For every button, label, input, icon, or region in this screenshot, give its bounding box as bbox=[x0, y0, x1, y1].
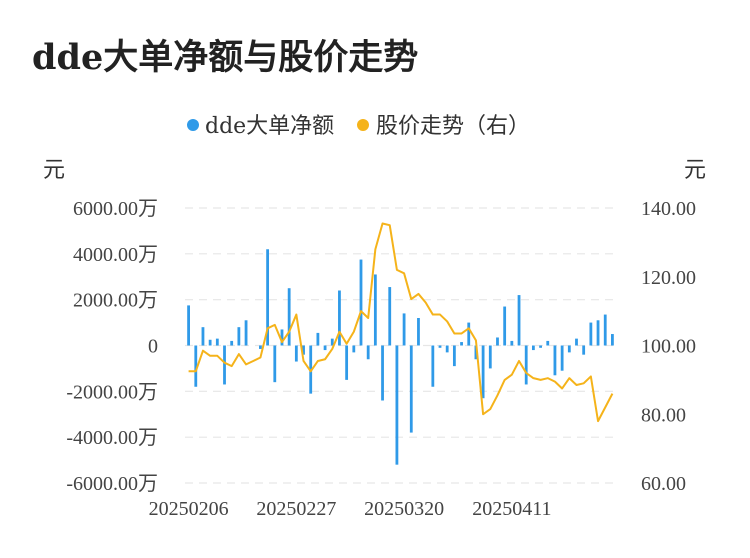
dde-bar bbox=[352, 345, 356, 353]
dde-bar bbox=[373, 274, 377, 346]
right-tick-label: 120.00 bbox=[641, 267, 696, 289]
dde-bar bbox=[215, 338, 219, 346]
dde-bar bbox=[417, 318, 420, 346]
dde-bar bbox=[445, 345, 449, 353]
right-tick-label: 80.00 bbox=[641, 404, 686, 426]
dde-bar bbox=[323, 345, 327, 351]
dde-bar bbox=[452, 345, 456, 367]
legend-dot-dde bbox=[187, 119, 199, 131]
dde-bar bbox=[488, 345, 492, 369]
dde-bar bbox=[208, 339, 212, 346]
dde-bar bbox=[259, 345, 262, 349]
x-tick-label: 20250227 bbox=[256, 498, 336, 520]
dde-bar bbox=[460, 342, 463, 346]
dde-bar bbox=[402, 313, 406, 346]
legend-item-dde[interactable]: dde大单净额 bbox=[187, 114, 334, 139]
legend-item-price[interactable]: 股价走势（右） bbox=[357, 114, 530, 139]
dde-bar bbox=[395, 345, 399, 465]
dde-bar bbox=[409, 345, 413, 433]
dde-bar bbox=[546, 340, 550, 346]
dde-bar bbox=[503, 306, 507, 346]
dde-bar bbox=[237, 327, 241, 346]
left-axis-ticks: 6000.00万 4000.00万 2000.00万 0 -2000.00万 -4000.… bbox=[66, 198, 158, 495]
dde-bar bbox=[431, 345, 435, 387]
dde-bar bbox=[338, 290, 341, 346]
dde-bar bbox=[539, 345, 542, 348]
dde-bar bbox=[330, 338, 334, 346]
dde-bar bbox=[381, 345, 384, 401]
right-tick-label: 60.00 bbox=[641, 473, 686, 495]
right-tick-label: 140.00 bbox=[641, 198, 696, 220]
dde-bar bbox=[266, 249, 270, 346]
dde-bar bbox=[316, 332, 320, 346]
left-tick-label: 6000.00万 bbox=[73, 198, 158, 220]
left-tick-label: -6000.00万 bbox=[66, 473, 158, 495]
left-tick-label: 2000.00万 bbox=[73, 290, 158, 312]
dde-bar bbox=[596, 320, 600, 346]
x-tick-label: 20250206 bbox=[149, 498, 229, 520]
dde-bars bbox=[187, 249, 614, 465]
dde-bar bbox=[359, 259, 363, 346]
grid-lines bbox=[185, 207, 616, 484]
dde-bar bbox=[366, 345, 370, 360]
price-line bbox=[188, 222, 614, 423]
dde-bar bbox=[589, 322, 593, 346]
left-axis-unit: 元 bbox=[43, 158, 65, 183]
x-tick-label: 20250411 bbox=[472, 498, 551, 520]
dde-bar bbox=[517, 295, 521, 346]
x-axis-ticks: 20250206 20250227 20250320 20250411 bbox=[149, 498, 552, 520]
dde-bar bbox=[611, 334, 614, 346]
right-axis-ticks: 140.00 120.00 100.00 80.00 60.00 bbox=[641, 198, 696, 495]
dde-bar bbox=[481, 345, 485, 399]
dde-bar bbox=[531, 345, 535, 351]
dde-bar bbox=[567, 345, 571, 353]
dde-bar bbox=[223, 345, 226, 385]
left-tick-label: -2000.00万 bbox=[66, 381, 158, 403]
dde-bar bbox=[496, 337, 499, 346]
legend-label-price: 股价走势（右） bbox=[376, 114, 530, 139]
dde-bar bbox=[474, 345, 478, 360]
dde-bar bbox=[302, 345, 305, 355]
dde-bar bbox=[560, 345, 564, 371]
right-axis-unit: 元 bbox=[684, 158, 706, 183]
legend: dde大单净额 股价走势（右） bbox=[187, 114, 530, 139]
dde-bar bbox=[244, 320, 248, 346]
dde-bar bbox=[524, 345, 528, 385]
dde-bar bbox=[294, 345, 298, 362]
dde-bar bbox=[603, 314, 607, 346]
legend-label-dde: dde大单净额 bbox=[205, 114, 334, 139]
dde-bar bbox=[582, 345, 586, 355]
dde-bar bbox=[388, 287, 392, 346]
dde-bar bbox=[345, 345, 349, 380]
chart-title: dde大单净额与股价走势 bbox=[32, 37, 418, 78]
dde-bar bbox=[575, 338, 578, 346]
dde-bar bbox=[438, 345, 442, 348]
dde-bar bbox=[510, 340, 514, 346]
dde-bar bbox=[187, 305, 190, 346]
left-tick-label: 4000.00万 bbox=[73, 244, 158, 266]
dde-bar bbox=[287, 288, 291, 346]
dde-bar bbox=[553, 345, 557, 376]
legend-dot-price bbox=[357, 119, 369, 131]
x-tick-label: 20250320 bbox=[364, 498, 444, 520]
dde-bar bbox=[280, 329, 284, 346]
dde-bar bbox=[201, 327, 205, 346]
left-tick-label: 0 bbox=[148, 336, 158, 358]
price-line-group bbox=[188, 222, 614, 423]
dde-bar bbox=[230, 340, 234, 346]
dde-bar bbox=[194, 345, 198, 387]
dde-bar bbox=[273, 345, 277, 383]
dde-bar bbox=[467, 322, 471, 346]
right-tick-label: 100.00 bbox=[641, 336, 696, 358]
left-tick-label: -4000.00万 bbox=[66, 427, 158, 449]
